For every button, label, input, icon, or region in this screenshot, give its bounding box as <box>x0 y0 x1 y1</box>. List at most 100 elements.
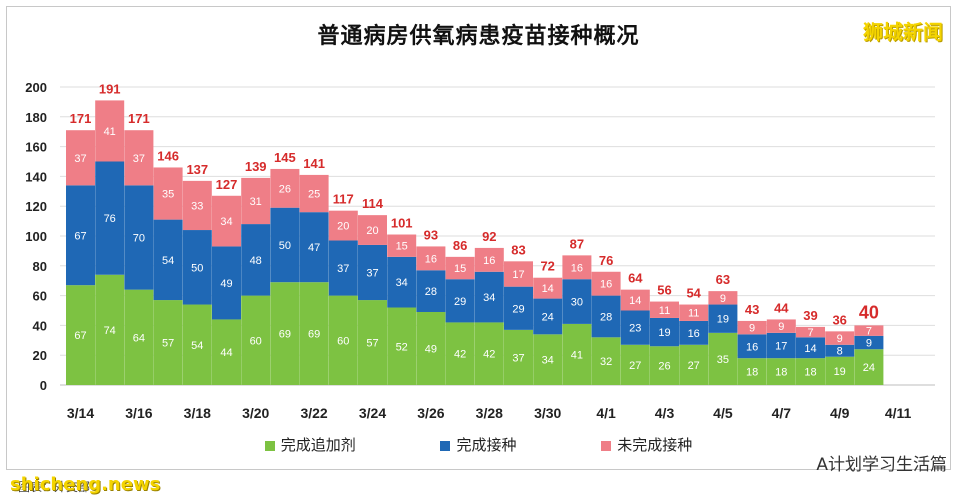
bar-segment-boosted <box>825 356 855 385</box>
segment-value-label: 67 <box>74 330 86 342</box>
x-tick-label: 4/11 <box>885 405 912 421</box>
total-value-label: 191 <box>99 81 121 96</box>
bar-segment-completed <box>153 219 183 301</box>
segment-value-label: 76 <box>104 213 116 225</box>
bar-segment-completed <box>504 286 533 330</box>
y-tick-label: 80 <box>33 259 47 274</box>
total-value-label: 76 <box>599 253 613 268</box>
x-tick-label: 3/28 <box>476 405 503 421</box>
segment-value-label: 34 <box>396 277 408 289</box>
segment-value-label: 35 <box>717 354 729 366</box>
bar-segment-boosted <box>416 311 446 385</box>
total-value-label: 83 <box>511 242 525 257</box>
site-watermark: shicheng.news <box>10 474 161 495</box>
segment-value-label: 34 <box>220 216 232 228</box>
segment-value-label: 26 <box>658 361 670 373</box>
bar-segment-boosted <box>182 304 212 385</box>
bar-segment-incomplete <box>124 130 154 186</box>
segment-value-label: 14 <box>629 295 641 307</box>
segment-value-label: 33 <box>191 200 203 212</box>
bar-segment-boosted <box>270 282 300 385</box>
bar-segment-incomplete <box>737 320 767 335</box>
segment-value-label: 20 <box>366 225 378 237</box>
segment-value-label: 69 <box>279 329 291 341</box>
segment-value-label: 64 <box>133 332 145 344</box>
segment-value-label: 14 <box>804 343 816 355</box>
x-tick-label: 3/30 <box>534 405 561 421</box>
segment-value-label: 37 <box>512 352 524 364</box>
bar-segment-incomplete <box>328 210 358 241</box>
bar-segment-boosted <box>95 274 125 385</box>
y-tick-label: 40 <box>33 318 47 333</box>
segment-value-label: 7 <box>807 327 813 339</box>
total-value-label: 117 <box>333 192 354 207</box>
x-tick-label: 3/16 <box>125 405 152 421</box>
segment-value-label: 37 <box>74 153 86 165</box>
legend-item-boosted: 完成追加剂 <box>264 436 356 454</box>
y-tick-label: 200 <box>25 80 47 95</box>
segment-value-label: 26 <box>279 183 291 195</box>
segment-value-label: 70 <box>133 232 145 244</box>
segment-value-label: 67 <box>74 230 86 242</box>
segment-value-label: 37 <box>337 263 349 275</box>
bar-segment-completed <box>66 185 95 286</box>
segment-value-label: 50 <box>279 240 291 252</box>
x-tick-label: 4/3 <box>655 405 675 421</box>
segment-value-label: 15 <box>454 263 466 275</box>
segment-value-label: 25 <box>308 189 320 201</box>
bar-segment-incomplete <box>708 291 738 305</box>
source-note: 图表：外交部 <box>18 480 91 494</box>
segment-value-label: 8 <box>837 346 843 358</box>
total-value-label: 56 <box>657 283 671 298</box>
total-value-label: 139 <box>245 159 267 174</box>
x-tick-label: 4/5 <box>713 405 733 421</box>
bar-segment-boosted <box>328 295 358 385</box>
segment-value-label: 27 <box>688 360 700 372</box>
bar-segment-incomplete <box>182 180 212 231</box>
segment-value-label: 7 <box>866 326 872 338</box>
segment-value-label: 18 <box>775 367 787 379</box>
legend-swatch-completed <box>440 440 451 451</box>
total-value-label: 86 <box>453 238 467 253</box>
total-value-label: 137 <box>186 162 208 177</box>
bar-segment-completed <box>708 304 738 333</box>
legend-item-incomplete: 未完成接种 <box>601 436 692 454</box>
segment-value-label: 47 <box>308 242 320 254</box>
bar-segment-completed <box>825 344 855 357</box>
segment-value-label: 11 <box>688 308 699 320</box>
bar-segment-boosted <box>66 285 95 385</box>
total-value-label: 145 <box>274 150 296 165</box>
bar-segment-completed <box>796 337 825 359</box>
segment-value-label: 52 <box>396 341 408 353</box>
bar-segment-completed <box>299 212 329 283</box>
bar-segment-boosted <box>766 358 796 385</box>
bar-segment-boosted <box>708 332 738 385</box>
x-tick-label: 3/18 <box>184 405 211 421</box>
x-tick-label: 3/24 <box>359 405 386 421</box>
segment-value-label: 16 <box>600 279 612 291</box>
segment-value-label: 41 <box>571 349 583 361</box>
bar-segment-boosted <box>241 295 271 385</box>
bar-segment-incomplete <box>474 247 504 272</box>
segment-value-label: 29 <box>512 303 524 315</box>
segment-value-label: 35 <box>162 189 174 201</box>
segment-value-label: 9 <box>778 321 784 333</box>
bar-segment-completed <box>679 320 709 345</box>
y-tick-label: 120 <box>25 199 47 214</box>
segment-value-label: 19 <box>717 314 729 326</box>
bar-segment-boosted <box>679 344 709 385</box>
bar-segment-boosted <box>620 344 650 385</box>
total-value-label: 114 <box>362 196 384 211</box>
segment-value-label: 30 <box>571 297 583 309</box>
segment-value-label: 16 <box>425 253 437 265</box>
bar-segment-boosted <box>387 307 417 385</box>
chart-title: 普通病房供氧病患疫苗接种概况 <box>317 24 640 49</box>
segment-value-label: 42 <box>454 349 466 361</box>
total-value-label: 141 <box>303 156 325 171</box>
bar-segment-completed <box>650 317 679 347</box>
segment-value-label: 57 <box>162 338 174 350</box>
total-value-label: 63 <box>716 272 730 287</box>
bar-segment-completed <box>445 279 475 323</box>
bar-segment-incomplete <box>679 304 709 321</box>
bar-segment-incomplete <box>591 271 621 296</box>
